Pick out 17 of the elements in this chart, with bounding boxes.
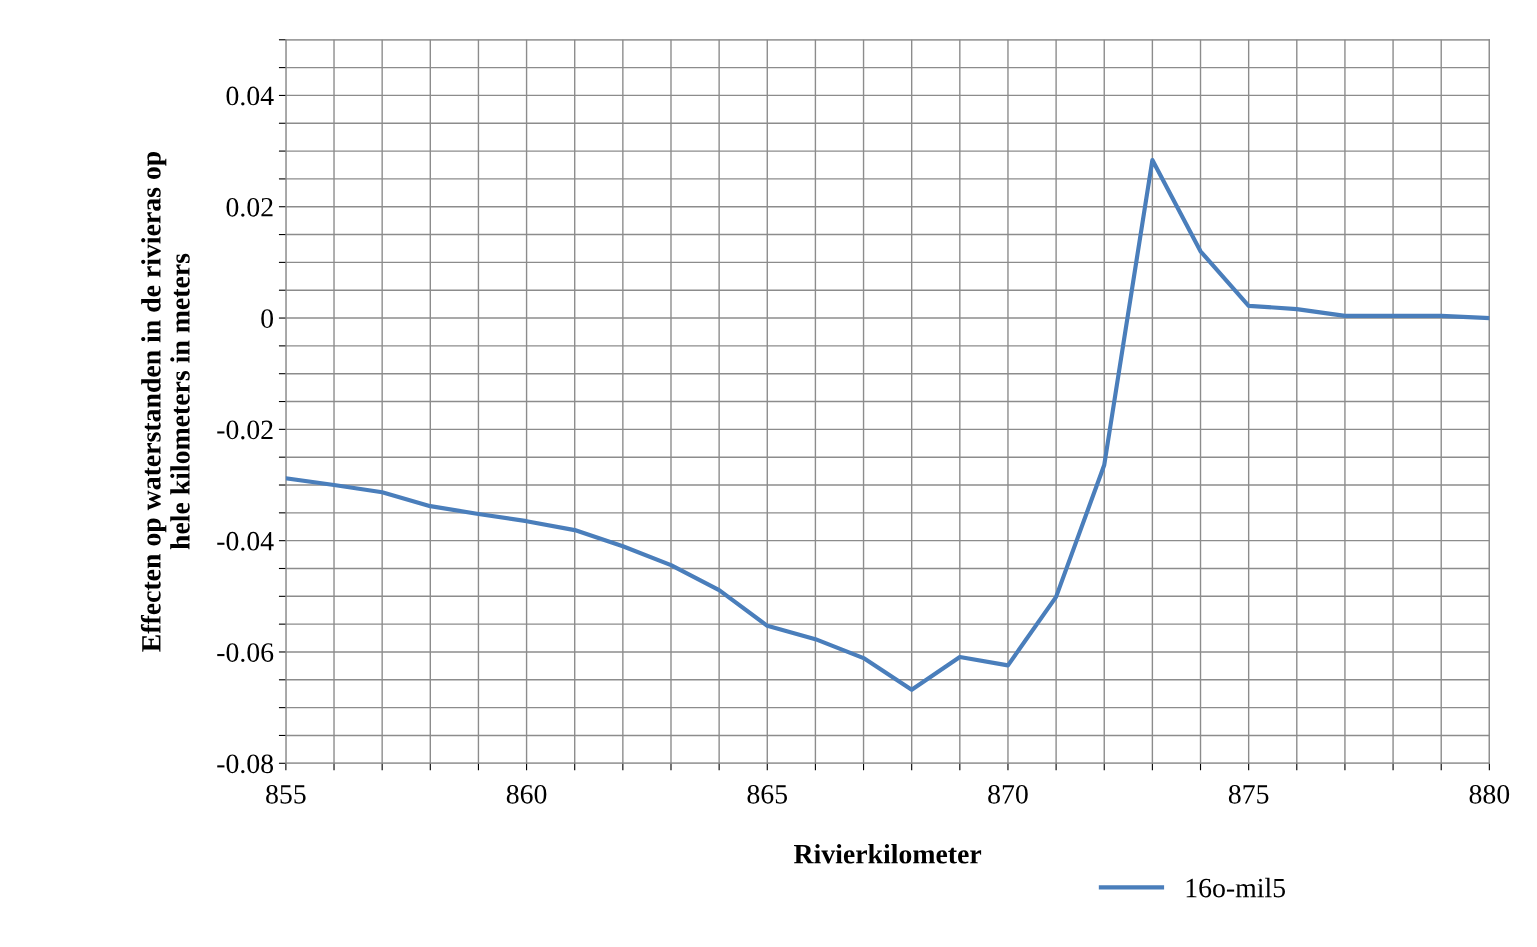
x-tick-label: 870	[988, 784, 1028, 804]
x-tick-label: 865	[747, 784, 788, 804]
x-axis-title: Rivierkilometer	[793, 844, 982, 864]
y-tick-label: -0.06	[217, 643, 274, 663]
x-tick-label: 855	[266, 784, 306, 804]
line-series	[285, 157, 1490, 692]
y-tick-label: -0.02	[217, 420, 273, 440]
x-tick-label: 860	[506, 784, 547, 804]
y-axis-title: Effecten op waterstanden in de rivieras op hele kilometers in meters	[140, 151, 190, 652]
x-tick-label: 875	[1228, 784, 1269, 804]
y-tick-label: -0.08	[217, 754, 274, 774]
legend-label: 16o-mil5	[1186, 877, 1285, 898]
y-tick-label: 0.02	[226, 197, 273, 217]
y-tick-label: 0.04	[226, 86, 274, 106]
x-tick-label: 880	[1469, 784, 1510, 804]
y-tick-label: -0.04	[217, 531, 274, 551]
y-tick-label: 0	[261, 309, 274, 328]
